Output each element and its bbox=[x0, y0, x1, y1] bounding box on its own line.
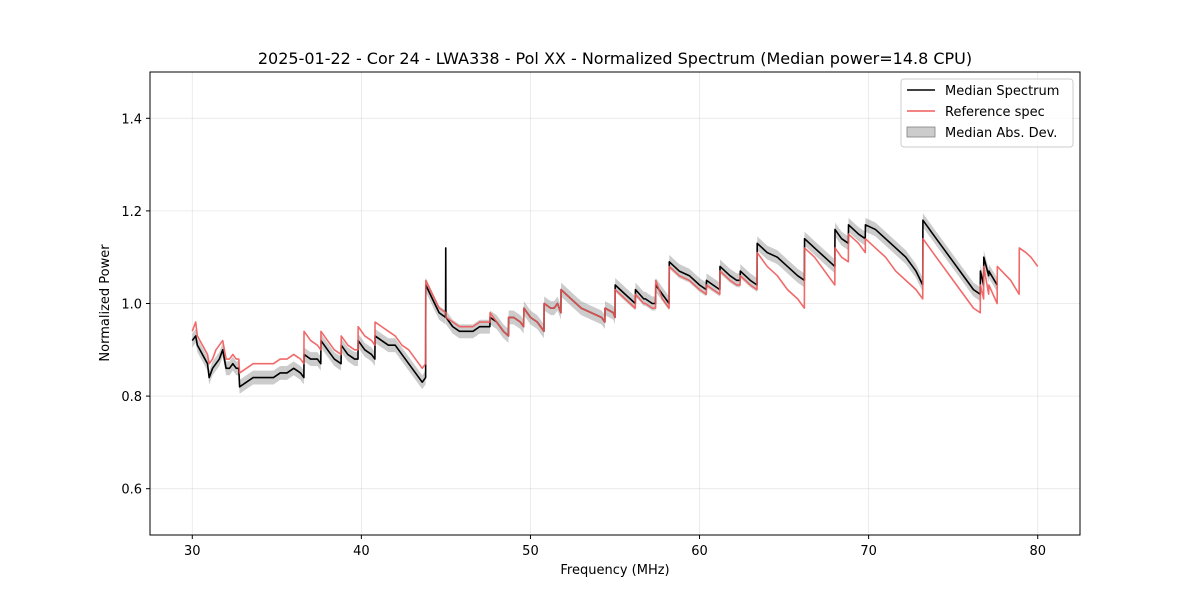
y-tick-label: 1.0 bbox=[121, 298, 142, 313]
legend-label-mad: Median Abs. Dev. bbox=[945, 126, 1057, 141]
y-tick-label: 0.6 bbox=[121, 483, 142, 498]
x-tick-label: 60 bbox=[691, 544, 708, 559]
mad-band-layer bbox=[192, 213, 998, 394]
y-tick-label: 1.2 bbox=[121, 205, 142, 220]
legend: Median Spectrum Reference spec Median Ab… bbox=[900, 78, 1074, 148]
y-tick-label: 1.4 bbox=[121, 112, 142, 127]
x-axis-label: Frequency (MHz) bbox=[560, 563, 669, 578]
y-axis-label: Normalized Power bbox=[98, 244, 113, 362]
series-layer bbox=[191, 219, 1039, 388]
y-axis: 0.6 0.8 1.0 1.2 1.4 bbox=[121, 112, 150, 498]
y-tick-label: 0.8 bbox=[121, 390, 142, 405]
chart-title: 2025-01-22 - Cor 24 - LWA338 - Pol XX - … bbox=[258, 49, 972, 68]
x-tick-label: 30 bbox=[184, 544, 201, 559]
x-tick-label: 40 bbox=[353, 544, 370, 559]
x-tick-label: 70 bbox=[860, 544, 877, 559]
legend-label-median: Median Spectrum bbox=[945, 84, 1059, 99]
legend-label-reference: Reference spec bbox=[945, 105, 1045, 120]
mad-band bbox=[192, 213, 998, 394]
legend-box bbox=[900, 78, 1074, 148]
x-tick-label: 50 bbox=[522, 544, 539, 559]
legend-swatch-mad bbox=[906, 126, 936, 138]
x-axis: 30 40 50 60 70 80 bbox=[184, 535, 1046, 559]
reference-spec-line bbox=[191, 233, 1039, 374]
x-tick-label: 80 bbox=[1029, 544, 1046, 559]
